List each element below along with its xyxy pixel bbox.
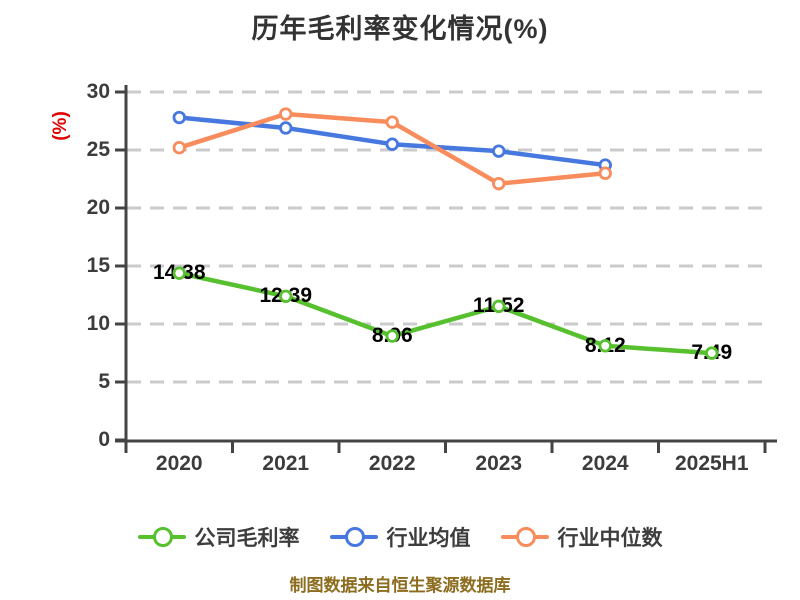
data-source-caption: 制图数据来自恒生聚源数据库 — [289, 576, 511, 595]
line-company-gross-margin — [177, 270, 714, 356]
chart-title: 历年毛利率变化情况(%) — [251, 14, 549, 44]
legend-circle — [152, 527, 173, 547]
legend-marker-icon — [137, 525, 186, 549]
legend-item-industry-median[interactable]: 行业中位数 — [500, 522, 663, 552]
legend-item-company-gross-margin[interactable]: 公司毛利率 — [137, 522, 300, 552]
legend: 公司毛利率 行业均值 行业中位数 — [0, 520, 800, 554]
legend-label: 公司毛利率 — [194, 527, 300, 550]
legend-marker-icon — [500, 525, 549, 549]
legend-item-industry-average[interactable]: 行业均值 — [329, 522, 471, 552]
legend-label: 行业均值 — [386, 527, 471, 550]
legend-marker-icon — [329, 525, 378, 549]
legend-circle — [344, 527, 365, 547]
legend-label: 行业中位数 — [557, 527, 663, 550]
legend-circle — [515, 527, 536, 547]
